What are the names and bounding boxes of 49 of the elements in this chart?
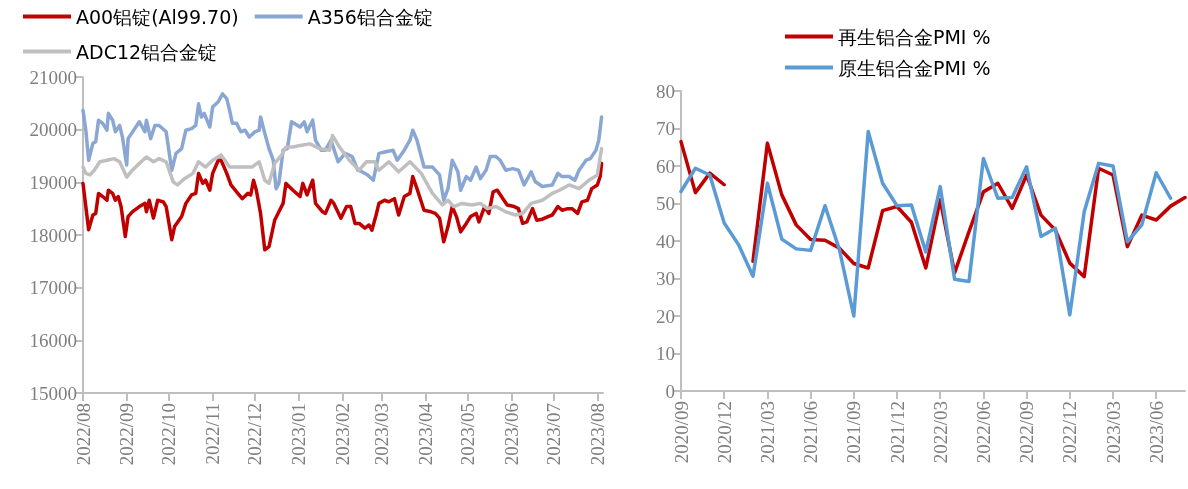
x-tick-label: 2022/10 xyxy=(158,403,180,466)
y-tick-label: 16000 xyxy=(29,329,77,351)
y-tick-label: 20000 xyxy=(29,119,77,141)
line-series xyxy=(679,129,1173,318)
y-tick-label: 40 xyxy=(656,230,675,252)
x-tick-label: 2021/03 xyxy=(756,401,778,464)
x-tick-label: 2021/06 xyxy=(800,401,822,464)
x-tick-label: 2023/03 xyxy=(1102,401,1124,464)
x-tick-label: 2022/08 xyxy=(72,403,94,466)
line-series xyxy=(81,158,604,252)
x-tick-label: 2023/03 xyxy=(371,403,393,466)
y-tick-label: 15000 xyxy=(29,382,77,404)
x-tick-label: 2022/11 xyxy=(202,403,224,465)
line-series xyxy=(81,92,604,202)
legend-label: 原生铝合金PMI % xyxy=(838,56,991,79)
y-tick-label: 80 xyxy=(656,80,675,102)
x-tick-label: 2023/06 xyxy=(500,403,522,466)
y-tick-label: 60 xyxy=(656,155,675,177)
x-tick-label: 2022/12 xyxy=(244,403,266,466)
legend-label: A356铝合金锭 xyxy=(307,5,433,28)
y-tick-label: 30 xyxy=(656,268,675,289)
x-tick-label: 2023/05 xyxy=(457,403,479,466)
x-tick-label: 2023/02 xyxy=(331,403,353,466)
x-tick-label: 2021/09 xyxy=(843,401,865,464)
x-tick-label: 2022/09 xyxy=(116,403,138,466)
x-tick-label: 2022/06 xyxy=(972,401,994,464)
x-tick-label: 2023/04 xyxy=(414,402,436,466)
y-tick-label: 50 xyxy=(656,193,675,214)
x-tick-label: 2020/12 xyxy=(713,401,735,464)
y-tick-label: 10 xyxy=(656,343,675,364)
y-tick-label: 18000 xyxy=(29,224,77,246)
x-tick-label: 2023/06 xyxy=(1145,401,1167,464)
legend-label: ADC12铝合金锭 xyxy=(76,40,218,63)
y-tick-label: 20 xyxy=(656,305,675,327)
x-tick-label: 2022/03 xyxy=(929,401,951,464)
x-tick-label: 2022/09 xyxy=(1016,401,1038,464)
y-tick-label: 21000 xyxy=(29,66,77,88)
x-tick-label: 2023/08 xyxy=(586,403,608,466)
x-tick-label: 2023/01 xyxy=(288,403,310,466)
legend-label: 再生铝合金PMI % xyxy=(838,25,991,48)
legend-label: A00铝锭(Al99.70) xyxy=(76,5,239,28)
x-tick-label: 2023/07 xyxy=(543,403,565,466)
y-tick-label: 70 xyxy=(656,118,675,139)
y-tick-label: 19000 xyxy=(29,171,77,193)
x-tick-label: 2021/12 xyxy=(886,401,908,464)
x-tick-label: 2022/12 xyxy=(1059,401,1081,464)
x-tick-label: 2020/09 xyxy=(670,401,692,464)
y-tick-label: 17000 xyxy=(29,277,77,299)
y-tick-label: 0 xyxy=(665,380,675,402)
